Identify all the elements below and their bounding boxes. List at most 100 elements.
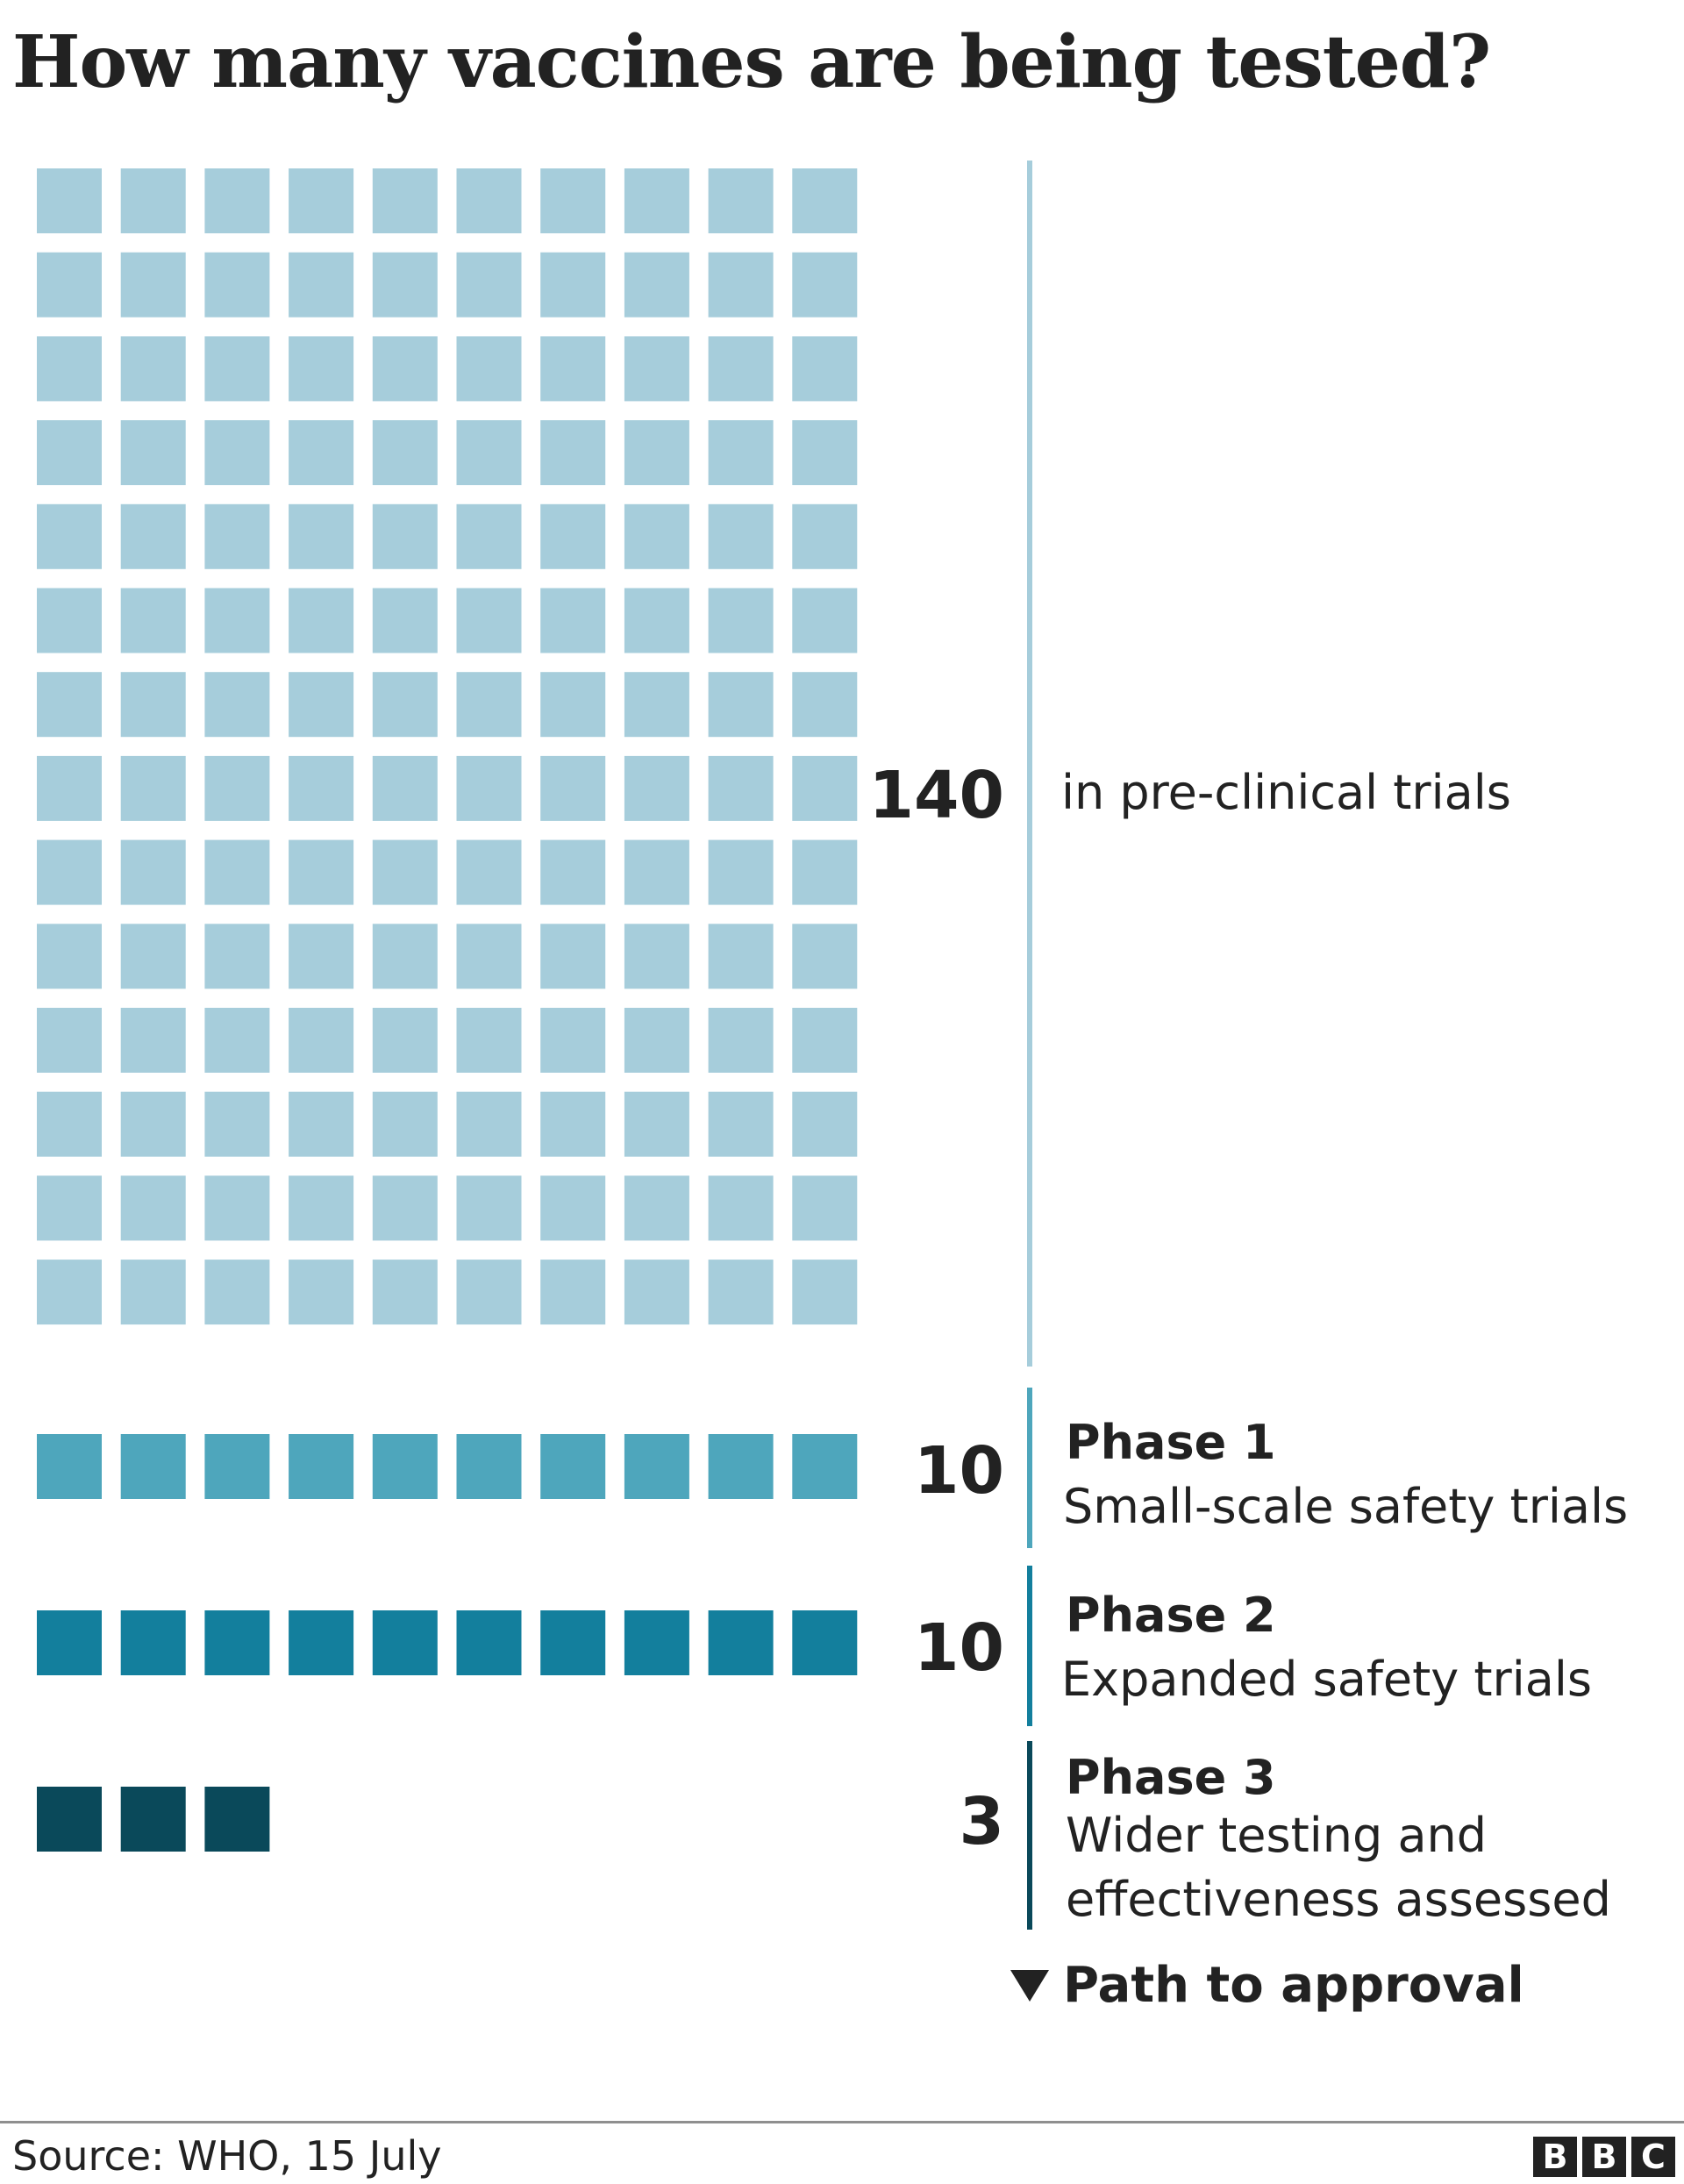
preclinical-square [120, 924, 186, 989]
phase1-square [456, 1434, 522, 1499]
preclinical-square [204, 336, 270, 402]
preclinical-square [289, 672, 354, 738]
preclinical-square [708, 252, 774, 318]
phase1-square [540, 1434, 606, 1499]
preclinical-square [120, 839, 186, 905]
preclinical-square [37, 672, 102, 738]
preclinical-group-line [1027, 161, 1032, 1367]
preclinical-square [204, 839, 270, 905]
preclinical-square [37, 1175, 102, 1241]
preclinical-square [204, 168, 270, 233]
preclinical-square [456, 1091, 522, 1157]
preclinical-square [792, 168, 858, 233]
preclinical-square [37, 588, 102, 653]
preclinical-square [289, 420, 354, 486]
preclinical-square [708, 503, 774, 569]
preclinical-square [792, 503, 858, 569]
preclinical-square [708, 1260, 774, 1325]
preclinical-square [37, 924, 102, 989]
preclinical-square [289, 336, 354, 402]
preclinical-square [204, 1175, 270, 1241]
preclinical-square [372, 924, 438, 989]
preclinical-square [289, 1008, 354, 1073]
preclinical-square [792, 588, 858, 653]
preclinical-square [37, 839, 102, 905]
phase2-square [120, 1610, 186, 1675]
phase1-square [289, 1434, 354, 1499]
preclinical-square [708, 336, 774, 402]
preclinical-square [372, 168, 438, 233]
phase2-square [792, 1610, 858, 1675]
preclinical-square [456, 839, 522, 905]
preclinical-square [456, 168, 522, 233]
preclinical-square [289, 755, 354, 821]
phase1-square [120, 1434, 186, 1499]
preclinical-square [37, 252, 102, 318]
preclinical-square [708, 1091, 774, 1157]
logo-letter-c: C [1631, 2137, 1675, 2177]
preclinical-square [456, 336, 522, 402]
preclinical-square [540, 672, 606, 738]
preclinical-label: in pre-clinical trials [1061, 765, 1511, 820]
preclinical-square [120, 1175, 186, 1241]
preclinical-square [540, 252, 606, 318]
logo-letter-b1: B [1533, 2137, 1577, 2177]
preclinical-square [624, 839, 689, 905]
phase2-square [456, 1610, 522, 1675]
preclinical-square [792, 336, 858, 402]
preclinical-square [204, 503, 270, 569]
preclinical-square [540, 1260, 606, 1325]
preclinical-square [204, 672, 270, 738]
down-triangle-icon [1010, 1970, 1049, 2002]
preclinical-square [289, 1260, 354, 1325]
phase3-square [37, 1787, 102, 1852]
phase3-square [120, 1787, 186, 1852]
preclinical-square [792, 1008, 858, 1073]
preclinical-square [456, 252, 522, 318]
phase1-count: 10 [914, 1433, 1004, 1509]
phase3-description-line-2: effectiveness assessed [1066, 1872, 1611, 1927]
phase2-square [708, 1610, 774, 1675]
preclinical-square [624, 252, 689, 318]
waffle-chart: 140 10 10 3 in pre-clinical trials Phase… [37, 161, 1628, 2014]
preclinical-square [289, 1175, 354, 1241]
preclinical-square [540, 924, 606, 989]
preclinical-square [372, 503, 438, 569]
preclinical-square [708, 839, 774, 905]
preclinical-square [37, 168, 102, 233]
preclinical-square [120, 1260, 186, 1325]
preclinical-square [372, 1175, 438, 1241]
logo-letter-b2: B [1582, 2137, 1626, 2177]
preclinical-square [456, 1008, 522, 1073]
preclinical-square [792, 839, 858, 905]
preclinical-square [289, 503, 354, 569]
preclinical-square [289, 252, 354, 318]
preclinical-square [624, 420, 689, 486]
preclinical-square [540, 1008, 606, 1073]
preclinical-square [456, 588, 522, 653]
preclinical-square [708, 588, 774, 653]
phase2-square [540, 1610, 606, 1675]
preclinical-square [708, 420, 774, 486]
phase2-square [372, 1610, 438, 1675]
preclinical-square [289, 1091, 354, 1157]
bbc-logo: B B C [1533, 2137, 1675, 2177]
preclinical-square [372, 1260, 438, 1325]
phase3-square [204, 1787, 270, 1852]
preclinical-square [708, 924, 774, 989]
preclinical-square [708, 672, 774, 738]
preclinical-square [120, 1008, 186, 1073]
preclinical-square [708, 1175, 774, 1241]
preclinical-square [37, 503, 102, 569]
preclinical-square [540, 755, 606, 821]
footer-divider [0, 2121, 1684, 2123]
preclinical-square [792, 1091, 858, 1157]
preclinical-square [372, 588, 438, 653]
phase2-count: 10 [914, 1610, 1004, 1686]
preclinical-square [204, 1260, 270, 1325]
preclinical-square [540, 168, 606, 233]
preclinical-square [37, 1008, 102, 1073]
preclinical-square [792, 1175, 858, 1241]
preclinical-square [456, 503, 522, 569]
preclinical-square [624, 1008, 689, 1073]
